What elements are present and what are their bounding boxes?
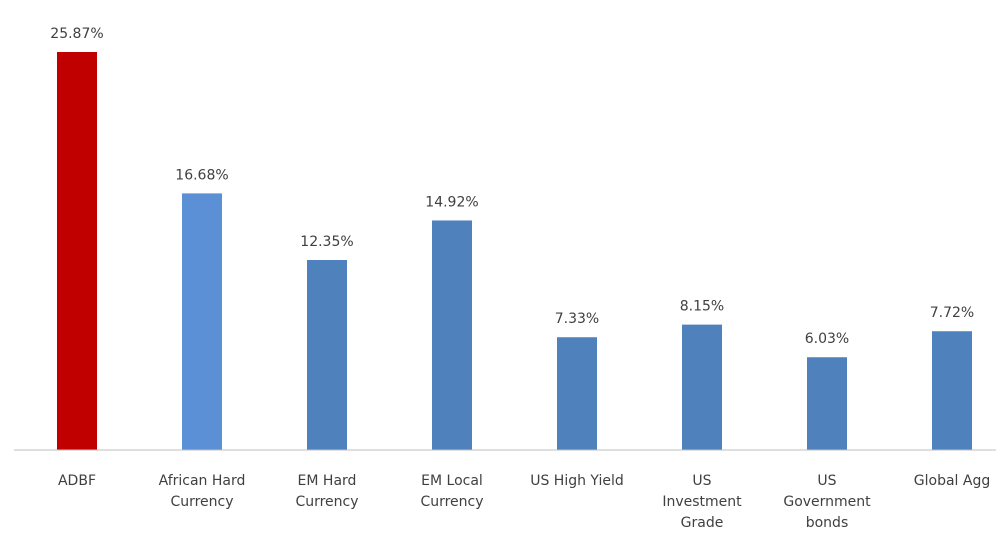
value-label-2: 12.35%	[300, 234, 353, 250]
bar-2	[307, 260, 347, 450]
category-label-2: EM Hard Currency	[295, 473, 358, 510]
category-label-5: US Investment Grade	[662, 473, 742, 531]
category-label-3: EM Local Currency	[420, 473, 483, 510]
category-labels-group: ADBF African Hard Currency EM Hard Currency E…	[58, 473, 990, 531]
bar-7	[932, 331, 972, 450]
value-label-5: 8.15%	[680, 299, 724, 315]
bar-0	[57, 52, 97, 450]
category-label-0: ADBF	[58, 473, 96, 489]
value-label-3: 14.92%	[425, 194, 478, 210]
bar-4	[557, 337, 597, 450]
value-label-0: 25.87%	[50, 26, 103, 42]
value-labels-group: 25.87% 16.68% 12.35% 14.92% 7.33% 8.15% 6.03% 7…	[50, 26, 974, 347]
category-label-1: African Hard Currency	[159, 473, 246, 510]
bar-5	[682, 324, 722, 450]
category-label-6: US Government bonds	[783, 473, 871, 531]
value-label-4: 7.33%	[555, 311, 599, 327]
bar-3	[432, 220, 472, 450]
category-label-4: US High Yield	[530, 473, 624, 489]
category-label-7: Global Agg	[914, 473, 990, 489]
bar-1	[182, 193, 222, 450]
value-label-1: 16.68%	[175, 167, 228, 183]
bars-group	[57, 52, 972, 450]
value-label-6: 6.03%	[805, 331, 849, 347]
value-label-7: 7.72%	[930, 305, 974, 321]
bar-6	[807, 357, 847, 450]
